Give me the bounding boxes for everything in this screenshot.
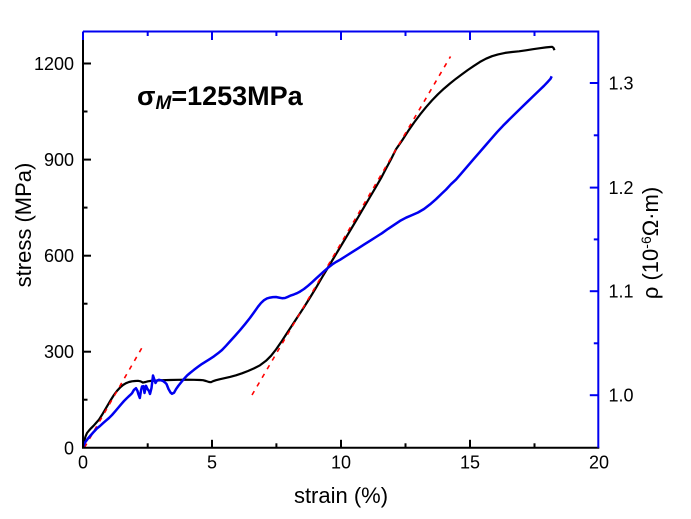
svg-text:15: 15	[460, 453, 480, 473]
svg-text:1.2: 1.2	[609, 178, 634, 198]
svg-text:20: 20	[589, 453, 609, 473]
svg-text:1200: 1200	[34, 54, 74, 74]
svg-text:1.0: 1.0	[609, 386, 634, 406]
svg-text:0: 0	[78, 453, 88, 473]
svg-text:900: 900	[44, 150, 74, 170]
svg-text:0: 0	[64, 438, 74, 458]
svg-text:1.3: 1.3	[609, 74, 634, 94]
svg-text:5: 5	[207, 453, 217, 473]
svg-text:strain (%): strain (%)	[294, 483, 388, 508]
svg-text:1.1: 1.1	[609, 282, 634, 302]
svg-text:stress (MPa): stress (MPa)	[11, 163, 36, 288]
svg-text:10: 10	[331, 453, 351, 473]
svg-text:300: 300	[44, 342, 74, 362]
svg-text:600: 600	[44, 246, 74, 266]
